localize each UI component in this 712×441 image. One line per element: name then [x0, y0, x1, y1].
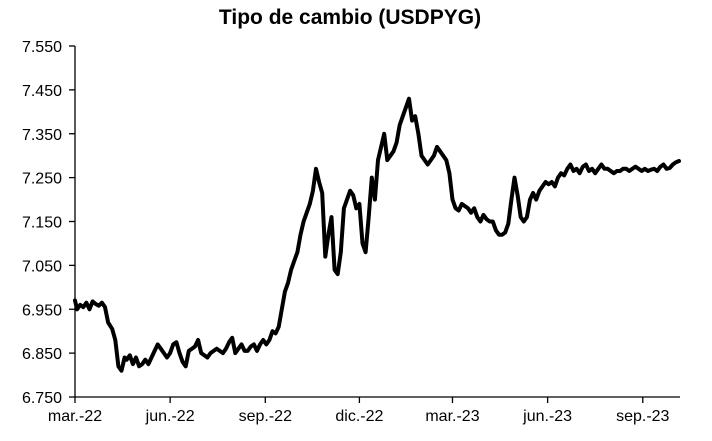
- y-tick-label: 6.950: [22, 302, 62, 319]
- y-axis: 6.750 6.850 6.950 7.050 7.150 7.250 7.350 7.450…: [22, 39, 76, 407]
- y-tick-label: 7.550: [22, 39, 62, 56]
- x-tick-label: mar.-22: [48, 408, 102, 425]
- x-tick-label: dic.-22: [335, 408, 383, 425]
- y-tick-label: 7.450: [22, 83, 62, 100]
- y-tick-label: 7.250: [22, 171, 62, 188]
- x-tick-label: jun.-23: [522, 408, 572, 425]
- chart-title: Tipo de cambio (USDPYG): [218, 6, 482, 29]
- y-tick-label: 6.850: [22, 346, 62, 363]
- y-tick-label: 7.350: [22, 127, 62, 144]
- y-tick-label: 7.150: [22, 215, 62, 232]
- y-tick-label: 6.750: [22, 390, 62, 407]
- x-tick-label: jun.-22: [145, 408, 195, 425]
- series-line: [73, 96, 681, 373]
- x-tick-label: sep.-22: [239, 408, 292, 425]
- x-tick-label: mar.-23: [425, 408, 479, 425]
- x-tick-label: sep.-23: [616, 408, 669, 425]
- y-tick-label: 7.050: [22, 258, 62, 275]
- series-group: [73, 96, 681, 373]
- x-axis: mar.-22 jun.-22 sep.-22 dic.-22 mar.-23 jun.-…: [48, 396, 680, 425]
